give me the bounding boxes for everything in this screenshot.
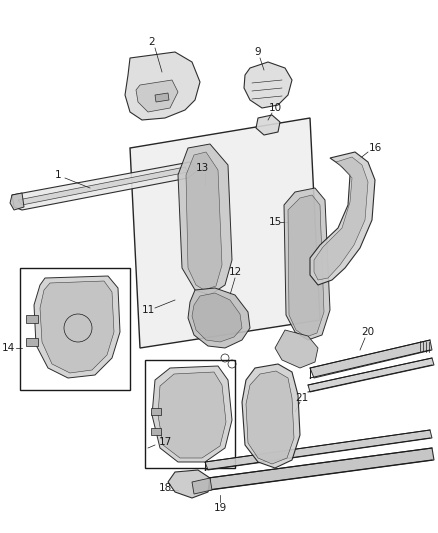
Text: 11: 11 [141, 305, 154, 315]
Text: 21: 21 [295, 393, 308, 403]
Polygon shape [168, 470, 209, 498]
Polygon shape [309, 340, 431, 378]
Polygon shape [10, 193, 24, 210]
Polygon shape [244, 62, 291, 108]
Bar [151, 408, 161, 415]
Polygon shape [241, 364, 299, 468]
Polygon shape [287, 195, 323, 337]
Polygon shape [125, 52, 200, 120]
Text: 2: 2 [148, 37, 155, 47]
Polygon shape [283, 188, 329, 340]
Polygon shape [187, 288, 249, 348]
Polygon shape [245, 371, 293, 464]
Text: 16: 16 [367, 143, 381, 153]
Polygon shape [145, 360, 234, 468]
Text: 9: 9 [254, 47, 261, 57]
Text: 10: 10 [268, 103, 281, 113]
Polygon shape [136, 80, 177, 112]
Text: 19: 19 [213, 503, 226, 513]
Polygon shape [18, 167, 187, 205]
Text: 18: 18 [158, 483, 171, 493]
Polygon shape [177, 144, 231, 295]
Polygon shape [130, 118, 319, 348]
Polygon shape [309, 152, 374, 285]
Bar [26, 315, 38, 323]
Polygon shape [40, 281, 114, 373]
Polygon shape [20, 268, 130, 390]
Polygon shape [191, 478, 212, 494]
Text: 14: 14 [1, 343, 14, 353]
Polygon shape [255, 115, 279, 135]
Polygon shape [34, 276, 120, 378]
Polygon shape [307, 358, 433, 392]
Bar [26, 338, 38, 346]
Bar [151, 428, 161, 435]
Text: 13: 13 [195, 163, 208, 173]
Text: 15: 15 [268, 217, 281, 227]
Text: 17: 17 [158, 437, 171, 447]
Polygon shape [205, 430, 431, 470]
Polygon shape [158, 372, 226, 458]
Text: 1: 1 [55, 170, 61, 180]
Polygon shape [186, 152, 222, 290]
Polygon shape [152, 366, 231, 462]
Polygon shape [274, 330, 317, 368]
Polygon shape [208, 448, 433, 490]
Polygon shape [191, 293, 241, 342]
Text: 12: 12 [228, 267, 241, 277]
Polygon shape [313, 157, 367, 280]
Polygon shape [155, 93, 169, 102]
Polygon shape [12, 162, 198, 210]
Text: 20: 20 [360, 327, 374, 337]
